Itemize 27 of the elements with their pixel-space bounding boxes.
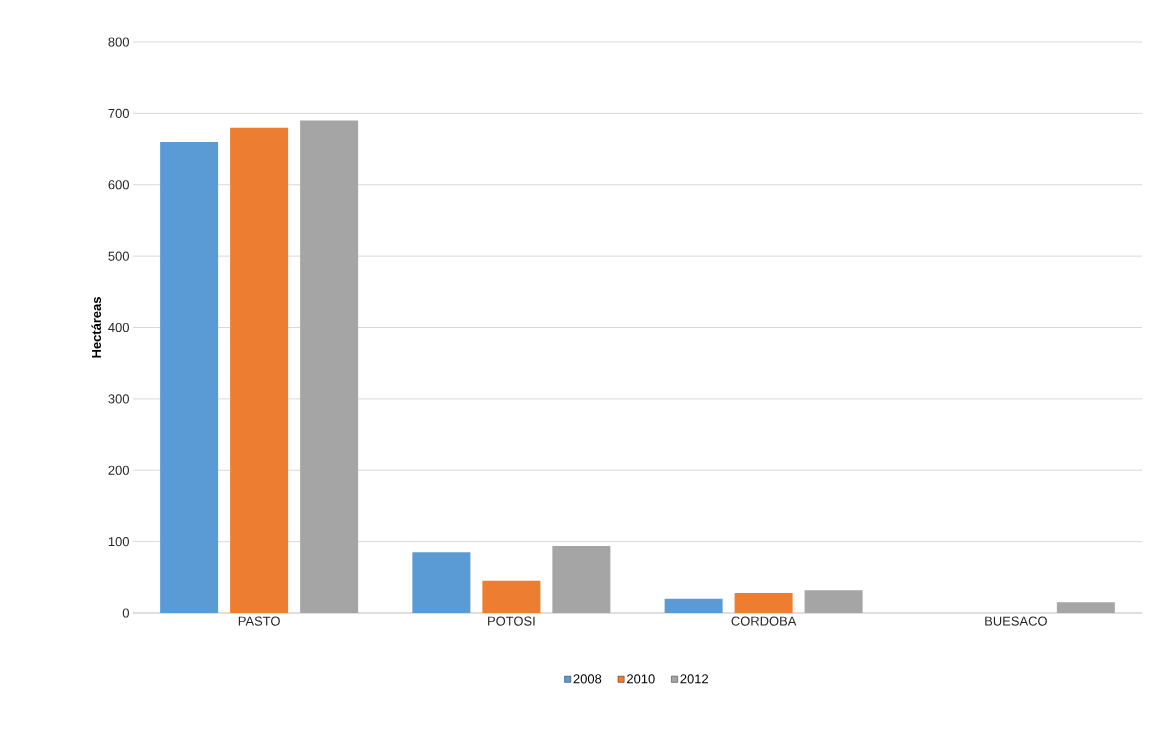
y-tick-label: 600 <box>108 180 129 190</box>
y-axis-title: Hectáreas <box>91 297 102 358</box>
bar <box>160 141 219 613</box>
x-tick-label: POTOSI <box>488 616 535 626</box>
bar <box>300 120 359 613</box>
bar <box>664 598 723 613</box>
bar <box>412 552 471 613</box>
legend-label: 2010 <box>627 674 655 684</box>
y-tick-label: 200 <box>108 465 129 475</box>
y-tick-label: 100 <box>108 537 129 547</box>
y-tick-label: 700 <box>108 108 129 118</box>
y-tick-label: 0 <box>122 608 129 618</box>
x-tick-label: CORDOBA <box>731 616 797 626</box>
y-tick-label: 800 <box>108 37 129 47</box>
bar <box>482 580 541 613</box>
y-tick-label: 500 <box>108 251 129 261</box>
bar <box>230 127 289 613</box>
x-tick-label: PASTO <box>238 616 280 626</box>
legend-label: 2008 <box>573 674 602 684</box>
bar <box>734 593 793 613</box>
bar <box>552 545 611 613</box>
y-tick-label: 300 <box>108 394 129 404</box>
bar <box>1056 602 1115 613</box>
y-tick-label: 400 <box>108 322 129 333</box>
x-tick-label: BUESACO <box>985 616 1047 626</box>
legend-label: 2012 <box>680 674 708 684</box>
bar <box>804 590 863 613</box>
